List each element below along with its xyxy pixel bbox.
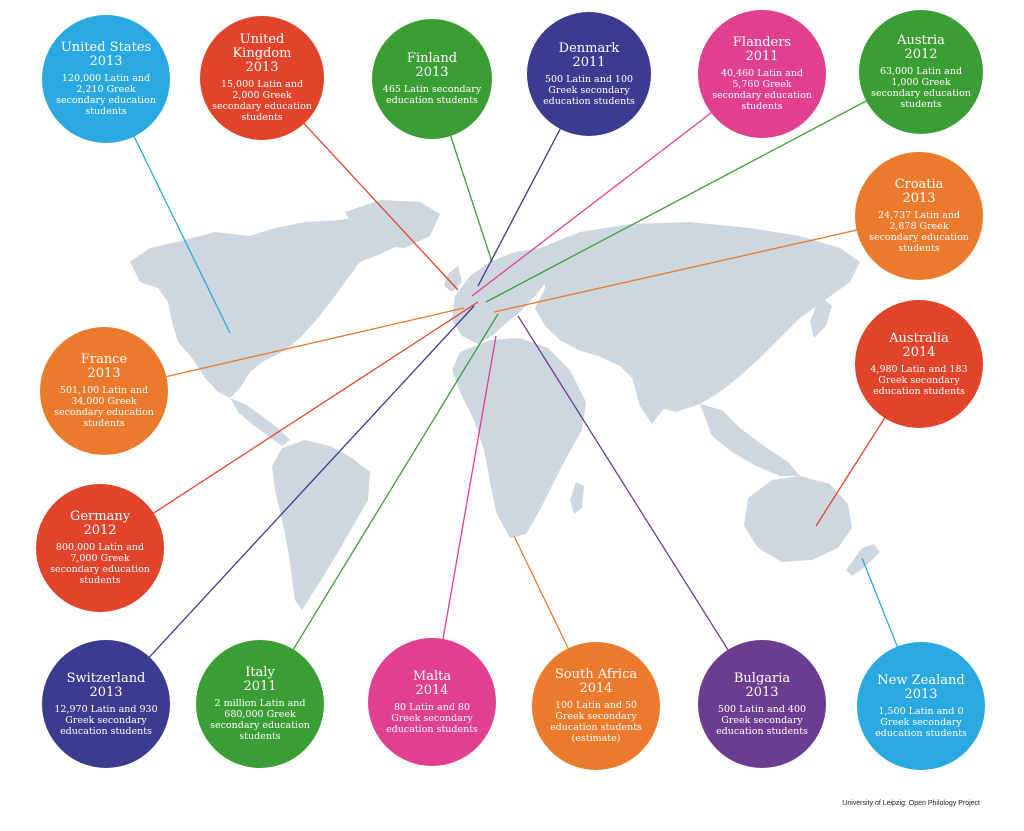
country-name: France xyxy=(80,352,128,367)
central-america-shape xyxy=(230,398,290,446)
country-year: 2011 xyxy=(745,49,779,64)
country-year: 2013 xyxy=(904,686,938,702)
country-year: 2012 xyxy=(904,47,938,62)
country-stats: 1,500 Latin and 0 Greek secondary educat… xyxy=(875,705,967,739)
country-circle-south-africa: South Africa 2014 100 Latin and 50 Greek s… xyxy=(532,642,660,770)
connector-line-italy xyxy=(259,313,499,705)
country-name: Australia xyxy=(889,330,949,346)
country-circle-croatia: Croatia 2013 24,737 Latin and 2,878 Greek … xyxy=(855,152,983,280)
australia-shape xyxy=(744,476,852,562)
africa-shape xyxy=(452,338,586,538)
southeast-asia-shape xyxy=(700,404,800,476)
connector-line-switzerland xyxy=(105,305,475,705)
connector-line-germany xyxy=(99,301,479,549)
country-stats: 40,460 Latin and 5,760 Greek secondary e… xyxy=(712,68,812,112)
connector-line-bulgaria xyxy=(517,315,763,705)
country-stats: 2 million Latin and 680,000 Greek second… xyxy=(210,698,310,742)
country-circle-germany: Germany 2012 800,000 Latin and 7,000 Greek… xyxy=(36,484,164,612)
country-name: Austria xyxy=(897,33,945,48)
country-name: South Africa xyxy=(554,667,638,682)
continents xyxy=(130,200,880,610)
asia-shape xyxy=(535,222,860,412)
country-stats: 465 Latin secondary education students xyxy=(382,84,482,106)
connector-line-austria xyxy=(485,71,922,303)
country-circle-bulgaria: Bulgaria 2013 500 Latin and 400 Greek seco… xyxy=(698,640,826,768)
country-year: 2013 xyxy=(89,684,123,700)
country-name: United Kingdom xyxy=(232,32,292,61)
country-year: 2012 xyxy=(83,523,117,538)
country-circle-new-zealand: New Zealand 2013 1,500 Latin and 0 Greek s… xyxy=(857,642,985,770)
country-name: Finland xyxy=(406,51,458,66)
country-name: New Zealand xyxy=(877,672,965,688)
india-shape xyxy=(630,366,672,424)
country-stats: 24,737 Latin and 2,878 Greek secondary e… xyxy=(869,210,969,254)
country-circle-united-states: United States 2013 120,000 Latin and 2,210… xyxy=(42,15,170,143)
greenland-shape xyxy=(345,200,440,248)
country-circle-finland: Finland 2013 465 Latin secondary education… xyxy=(372,19,492,139)
country-year: 2013 xyxy=(745,684,779,700)
country-stats: 4,980 Latin and 183 Greek secondary educ… xyxy=(870,363,968,397)
country-name: United States xyxy=(60,40,152,55)
country-stats: 100 Latin and 50 Greek secondary educati… xyxy=(550,700,642,744)
country-stats: 500 Latin and 400 Greek secondary educat… xyxy=(716,703,808,737)
country-year: 2013 xyxy=(902,191,936,206)
country-stats: 500 Latin and 100 Greek secondary educat… xyxy=(543,73,635,107)
country-stats: 15,000 Latin and 2,000 Greek secondary e… xyxy=(212,79,312,123)
country-year: 2013 xyxy=(245,60,279,75)
country-year: 2011 xyxy=(572,54,606,70)
country-stats: 63,000 Latin and 1,000 Greek secondary e… xyxy=(871,66,971,110)
country-year: 2013 xyxy=(89,54,123,69)
country-name: Flanders xyxy=(732,35,792,50)
country-stats: 120,000 Latin and 2,210 Greek secondary … xyxy=(56,73,156,117)
country-circle-austria: Austria 2012 63,000 Latin and 1,000 Greek … xyxy=(859,10,983,134)
credit-text: University of Leipzig: Open Philology Pr… xyxy=(842,800,980,807)
country-circle-denmark: Denmark 2011 500 Latin and 100 Greek secon… xyxy=(527,12,651,136)
country-name: Denmark xyxy=(558,40,620,56)
country-circle-france: France 2013 501,100 Latin and 34,000 Greek… xyxy=(40,327,168,455)
south-america-shape xyxy=(272,440,370,610)
country-year: 2014 xyxy=(579,681,613,696)
country-year: 2014 xyxy=(902,344,936,360)
uk-shape xyxy=(444,266,462,292)
country-circle-switzerland: Switzerland 2013 12,970 Latin and 930 Gree… xyxy=(42,640,170,768)
country-circle-flanders: Flanders 2011 40,460 Latin and 5,760 Greek… xyxy=(698,10,826,138)
country-name: Bulgaria xyxy=(733,670,791,686)
country-circle-united-kingdom: United Kingdom 2013 15,000 Latin and 2,000… xyxy=(200,16,324,140)
north-america-shape xyxy=(130,212,425,398)
country-year: 2013 xyxy=(87,366,121,381)
country-year: 2014 xyxy=(415,682,449,698)
connector-line-croatia xyxy=(493,215,920,313)
country-year: 2013 xyxy=(415,65,449,80)
japan-shape xyxy=(810,296,832,338)
country-name: Germany xyxy=(69,509,131,524)
country-name: Italy xyxy=(245,665,275,680)
country-year: 2011 xyxy=(243,679,277,694)
country-circle-italy: Italy 2011 2 million Latin and 680,000 Gre… xyxy=(196,640,324,768)
country-stats: 80 Latin and 80 Greek secondary educatio… xyxy=(386,701,478,735)
country-circle-malta: Malta 2014 80 Latin and 80 Greek secondary… xyxy=(368,638,496,766)
madagascar-shape xyxy=(570,482,584,514)
country-stats: 12,970 Latin and 930 Greek secondary edu… xyxy=(54,703,158,737)
country-stats: 501,100 Latin and 34,000 Greek secondary… xyxy=(54,385,154,429)
europe-shape xyxy=(452,248,555,344)
country-circle-australia: Australia 2014 4,980 Latin and 183 Greek s… xyxy=(855,300,983,428)
country-name: Switzerland xyxy=(66,670,146,686)
country-name: Croatia xyxy=(894,177,944,192)
country-stats: 800,000 Latin and 7,000 Greek secondary … xyxy=(50,542,150,586)
country-name: Malta xyxy=(412,668,452,684)
